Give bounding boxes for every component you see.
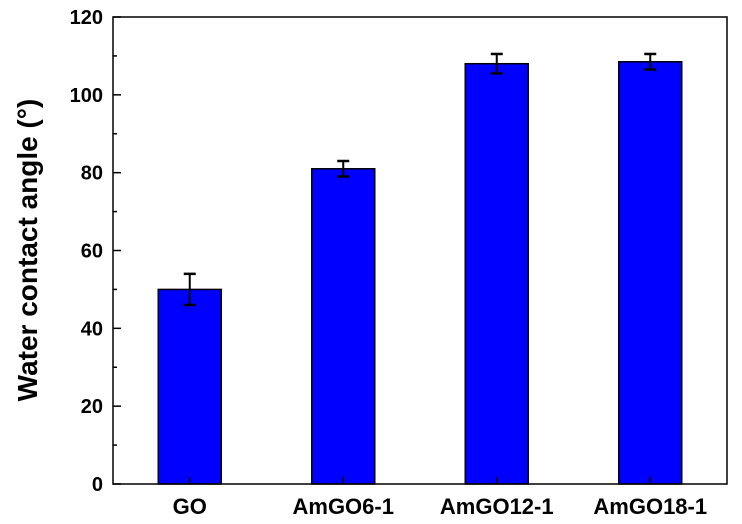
x-tick-label: AmGO12-1 [440, 494, 554, 519]
y-tick-label: 60 [81, 241, 103, 263]
bar-amgo12-1 [464, 62, 529, 485]
y-tick-label: 80 [81, 163, 103, 185]
y-axis-title: Water contact angle (°) [12, 99, 43, 402]
x-tick-label: AmGO6-1 [293, 494, 394, 519]
y-tick-label: 20 [81, 396, 103, 418]
y-tick-label: 0 [92, 474, 103, 496]
bar-go [157, 288, 222, 485]
x-axis: GO AmGO6-1 AmGO12-1 AmGO18-1 [173, 477, 707, 519]
y-tick-label: 120 [70, 7, 103, 29]
x-tick-label: AmGO18-1 [593, 494, 707, 519]
bar-amgo18-1 [618, 61, 683, 485]
error-bars-group [183, 52, 657, 307]
x-tick-label: GO [173, 494, 207, 519]
bar-amgo6-1 [311, 168, 376, 485]
y-tick-label: 40 [81, 318, 103, 340]
y-tick-label: 100 [70, 85, 103, 107]
bars-group [157, 61, 683, 485]
y-axis: 0 20 40 60 80 100 120 [70, 7, 121, 496]
